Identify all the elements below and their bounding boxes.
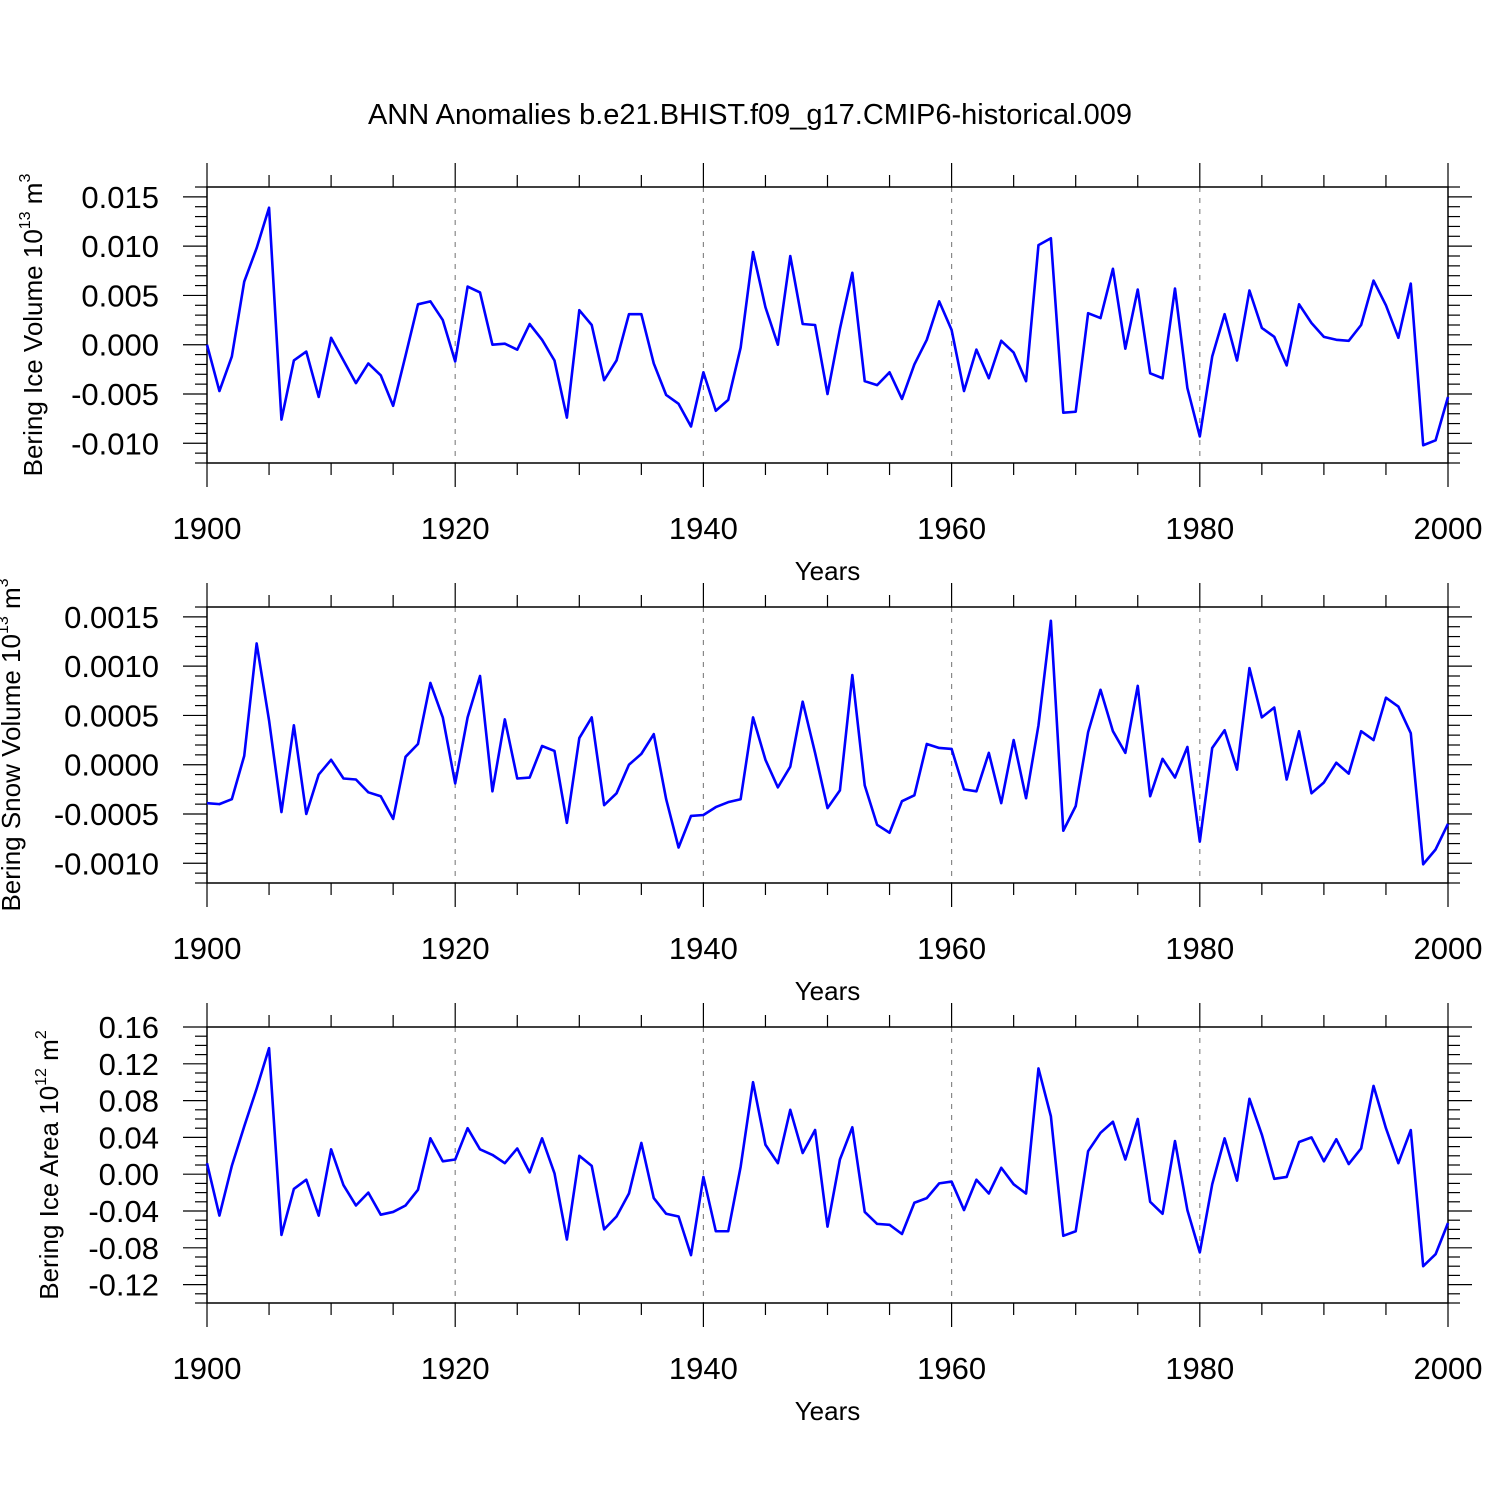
- x-tick-label: 1980: [1165, 511, 1234, 546]
- y-tick-label: -0.010: [71, 426, 159, 461]
- y-tick-label: 0.0005: [64, 698, 159, 733]
- x-tick-label: 2000: [1414, 511, 1483, 546]
- series-line: [205, 206, 1450, 447]
- y-axis-label-main: Bering Ice Volume 10: [18, 229, 48, 476]
- y-tick-label: 0.0010: [64, 649, 159, 684]
- x-tick-label: 1900: [173, 1351, 242, 1386]
- x-tick-label: 2000: [1414, 1351, 1483, 1386]
- panel-3: 1900 1920 1940 1960 1980 2000-0.12-0.08-0.040…: [33, 1003, 1482, 1426]
- series-line: [206, 619, 1450, 866]
- plot-frame: [206, 606, 1449, 884]
- x-tick-label: 1900: [173, 511, 242, 546]
- x-tick-label: 1980: [1165, 1351, 1234, 1386]
- y-tick-label: 0.08: [99, 1084, 159, 1119]
- y-tick-label: -0.12: [88, 1268, 159, 1303]
- y-axis-label-unit: m: [34, 1039, 64, 1068]
- y-tick-label: 0.04: [99, 1120, 159, 1155]
- plot-frame: [206, 1026, 1449, 1304]
- series-line: [205, 1046, 1450, 1268]
- x-tick-label: 1960: [917, 931, 986, 966]
- x-tick-label: 2000: [1414, 931, 1483, 966]
- panel-2: 1900 1920 1940 1960 1980 2000 -0.0010 -0.0005 0.…: [0, 578, 1482, 1006]
- y-axis-label-unit-exponent: 3: [0, 578, 12, 587]
- y-tick-label: 0.0000: [64, 748, 159, 783]
- y-tick-label: 0.00: [99, 1157, 159, 1192]
- y-axis-label-exponent: 13: [0, 616, 12, 634]
- y-tick-label: -0.08: [88, 1231, 159, 1266]
- x-axis-label: Years: [795, 976, 861, 1006]
- x-axis-label: Years: [795, 1396, 861, 1426]
- y-tick-label: 0.12: [99, 1047, 159, 1082]
- y-axis-label-unit-exponent: 3: [17, 174, 34, 183]
- y-axis-label-exponent: 13: [17, 211, 34, 229]
- y-tick-label: 0.16: [99, 1010, 159, 1045]
- y-tick-label: -0.0010: [54, 846, 159, 881]
- y-axis-label-unit: m: [0, 587, 26, 616]
- y-axis-label-unit: m: [18, 183, 48, 212]
- x-tick-label: 1960: [917, 1351, 986, 1386]
- y-tick-label: 0.0015: [64, 600, 159, 635]
- y-tick-label: -0.04: [88, 1194, 159, 1229]
- y-axis-label: Bering Ice Area 1012 m2: [33, 1030, 64, 1300]
- y-tick-label: 0.015: [81, 180, 159, 215]
- figure-title: ANN Anomalies b.e21.BHIST.f09_g17.CMIP6-…: [368, 99, 1132, 131]
- y-tick-label: -0.005: [71, 377, 159, 412]
- y-axis-label-exponent: 12: [33, 1068, 50, 1086]
- x-tick-label: 1940: [669, 511, 738, 546]
- x-tick-label: 1920: [421, 1351, 490, 1386]
- x-tick-label: 1920: [421, 931, 490, 966]
- panel-1: 1900 1920 1940 1960 1980 2000 -0.010 -0.005 0.00…: [17, 163, 1482, 586]
- x-tick-label: 1940: [669, 931, 738, 966]
- y-axis-label: Bering Ice Volume 1013 m3: [17, 174, 48, 477]
- y-tick-label: 0.000: [81, 328, 159, 363]
- y-tick-label: 0.010: [81, 229, 159, 264]
- y-axis-label-main: Bering Snow Volume 10: [0, 634, 26, 912]
- x-tick-label: 1920: [421, 511, 490, 546]
- y-tick-label: 0.005: [81, 278, 159, 313]
- y-axis-label-main: Bering Ice Area 10: [34, 1086, 64, 1300]
- x-tick-label: 1900: [173, 931, 242, 966]
- x-tick-label: 1960: [917, 511, 986, 546]
- y-axis-label-unit-exponent: 2: [33, 1030, 50, 1039]
- x-axis-label: Years: [795, 556, 861, 586]
- x-tick-label: 1980: [1165, 931, 1234, 966]
- y-axis-label: Bering Snow Volume 1013 m3: [0, 578, 26, 911]
- x-tick-label: 1940: [669, 1351, 738, 1386]
- y-tick-label: -0.0005: [54, 797, 159, 832]
